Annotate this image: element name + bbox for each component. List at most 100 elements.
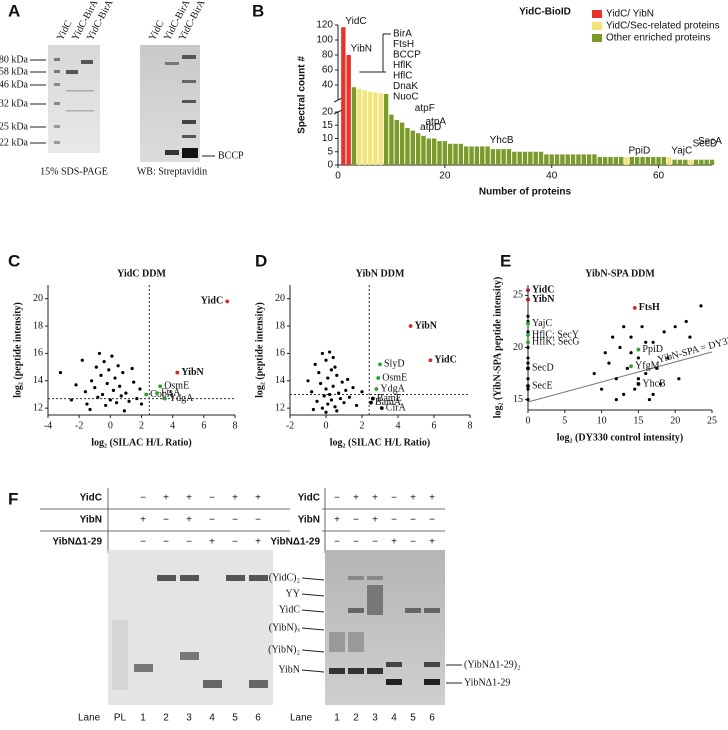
y-tick-label: 14 [33, 375, 43, 386]
legend-swatch [592, 34, 602, 42]
sign: − [372, 537, 378, 548]
bar-annotation: YhcB [490, 135, 514, 146]
bar-annotation: SecA [698, 136, 722, 147]
bar [688, 159, 693, 165]
labeled-point [526, 384, 530, 388]
bar [399, 122, 405, 165]
point-label: SlyD [384, 359, 405, 370]
bar [346, 55, 351, 165]
data-point [526, 345, 530, 350]
bar [357, 88, 362, 165]
point-label: SecE [532, 380, 553, 391]
point-label: OsmE [164, 381, 189, 392]
data-point [351, 386, 355, 390]
y-axis-label: Spectral count # [297, 56, 308, 134]
bar-annotation: SecD [693, 138, 717, 149]
labeled-point [379, 406, 384, 411]
bar [522, 151, 528, 165]
sign: − [410, 515, 416, 526]
bar [351, 87, 357, 165]
band-arrow [301, 609, 325, 613]
x-tick-label: 20 [670, 415, 680, 426]
band-label: (YidC)₂ [269, 572, 300, 583]
sign: + [163, 493, 169, 504]
x-tick-label: 4 [396, 420, 401, 431]
data-point [636, 377, 641, 381]
sign: − [140, 537, 146, 548]
point-label: YibN [181, 367, 204, 378]
data-point [603, 351, 607, 355]
point-label: YhcB [642, 378, 666, 389]
y-tick-label: 100 [316, 35, 333, 46]
axis-break [333, 97, 343, 103]
bar [677, 159, 683, 165]
y-tick-label: 20 [513, 342, 523, 353]
data-point [526, 314, 530, 318]
data-point [317, 370, 321, 375]
y-tick-label: 12 [33, 402, 43, 413]
data-point [607, 361, 611, 365]
bar [602, 157, 608, 165]
x-tick-label: 2 [360, 420, 365, 431]
y-tick-label: 18 [275, 320, 285, 331]
bar [608, 157, 613, 165]
x-tick-label: 60 [653, 171, 665, 182]
marker-label: 32 kDa [0, 98, 29, 109]
band-arrow [301, 649, 325, 653]
sds-gel [108, 550, 273, 705]
sign: − [232, 537, 238, 548]
bracket-label: FtsH [393, 39, 414, 50]
gel-f-images [40, 488, 445, 705]
data-point [622, 325, 626, 329]
lane-number: 1 [140, 713, 146, 724]
data-point [324, 387, 328, 391]
chart-title: YidC DDM [117, 268, 166, 279]
data-point [138, 387, 142, 391]
chart-title: YidC-BioID [519, 7, 571, 18]
data-point [658, 382, 663, 386]
data-point [651, 392, 655, 396]
sign: + [186, 515, 192, 526]
data-point [684, 319, 688, 324]
sign: − [334, 537, 340, 548]
lane-number: 3 [186, 713, 192, 724]
panel-letter: E [500, 251, 511, 270]
sign: − [209, 493, 215, 504]
point-label: YidC [532, 285, 554, 296]
data-point [127, 399, 131, 403]
y-tick-label: 14 [275, 375, 285, 386]
bar-annotation: YajC [671, 146, 692, 157]
sign: − [410, 537, 416, 548]
sign: + [334, 515, 340, 526]
sign: + [372, 515, 378, 526]
data-point [324, 358, 328, 362]
labeled-point [526, 297, 530, 302]
point-label: FtsH [639, 302, 660, 313]
data-point [328, 350, 332, 354]
sign: − [255, 515, 261, 526]
data-point [311, 407, 315, 412]
sign: − [391, 515, 397, 526]
bar [389, 114, 394, 165]
bracket-label: BCCP [393, 50, 421, 61]
bracket-label: BirA [393, 29, 412, 40]
data-point [614, 397, 618, 402]
labeled-point [636, 382, 641, 386]
bar [635, 157, 640, 165]
bar [442, 141, 448, 165]
x-tick-label: 4 [170, 420, 175, 431]
data-point [104, 403, 108, 408]
data-point [319, 381, 323, 386]
data-point [320, 406, 324, 410]
point-label: CirA [386, 402, 407, 413]
data-point [688, 335, 692, 339]
point-label: YfgM [635, 361, 660, 372]
bar [613, 157, 619, 165]
band-label: YidC [279, 604, 300, 615]
bar [437, 141, 442, 165]
data-point [335, 373, 339, 377]
data-point [640, 325, 644, 329]
legend-label: Other enriched proteins [606, 33, 711, 44]
bar [421, 135, 426, 165]
data-point [625, 366, 629, 370]
